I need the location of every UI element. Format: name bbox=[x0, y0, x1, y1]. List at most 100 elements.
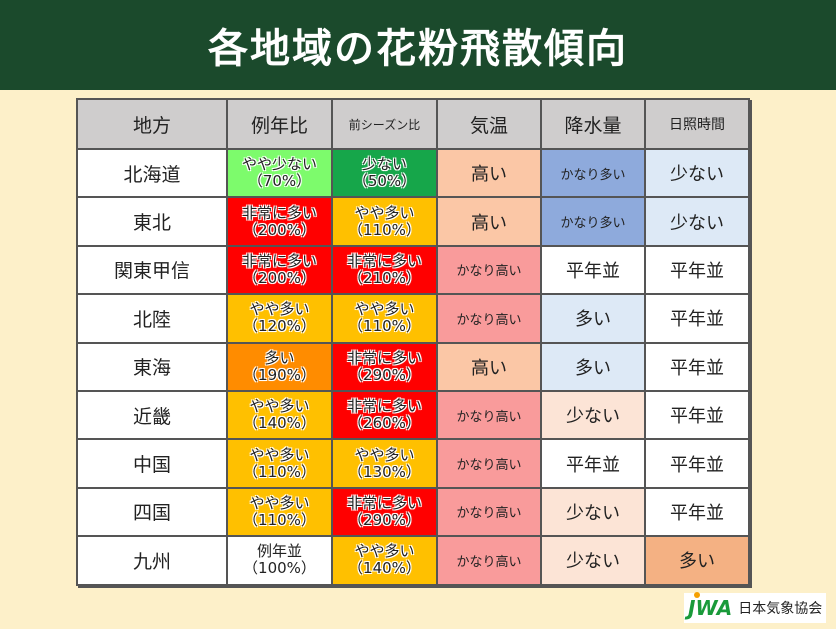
prev-season-cell: 非常に多い （290%） bbox=[331, 341, 438, 392]
pollen-table: 地方 例年比 前シーズン比 気温 降水量 日照時間 北海道 やや少ない （70%）少… bbox=[76, 98, 750, 586]
table-row: 九州 例年並 （100%） やや多い （140%） かなり高い 少ない 多い bbox=[76, 535, 750, 586]
temp-cell: 高い bbox=[436, 341, 542, 392]
sunshine-cell: 平年並 bbox=[644, 293, 750, 344]
table-row: 東北 非常に多い （200%） やや多い （110%） 高い かなり多い 少ない bbox=[76, 196, 750, 247]
prev-season-cell-label: 非常に多い bbox=[346, 493, 422, 512]
prev-season-cell-label: 少ない bbox=[361, 155, 407, 174]
header-region: 地方 bbox=[76, 98, 228, 150]
rain-cell: 平年並 bbox=[540, 438, 646, 489]
prev-season-cell-percent: （210%） bbox=[348, 268, 421, 287]
prev-season-cell: 非常に多い （260%） bbox=[331, 389, 438, 441]
region-name: 東海 bbox=[76, 341, 228, 392]
prev-season-cell: 少ない （50%） bbox=[331, 147, 438, 199]
sunshine-cell: 少ない bbox=[644, 147, 750, 199]
prev-season-cell-label: 非常に多い bbox=[346, 348, 422, 367]
jwa-logo-icon: JWA bbox=[688, 592, 732, 620]
prev-season-cell: 非常に多い （210%） bbox=[331, 244, 438, 296]
yearly-ratio-cell-percent: （190%） bbox=[243, 365, 316, 384]
yearly-ratio-cell: やや多い （140%） bbox=[226, 389, 333, 441]
yearly-ratio-cell-label: 多い bbox=[264, 348, 295, 367]
rain-cell: 平年並 bbox=[540, 244, 646, 296]
sunshine-cell: 少ない bbox=[644, 196, 750, 247]
prev-season-cell: やや多い （110%） bbox=[331, 293, 438, 344]
prev-season-cell-percent: （130%） bbox=[348, 462, 421, 481]
yearly-ratio-cell-label: やや多い bbox=[249, 397, 310, 416]
table-row: 四国 やや多い （110%） 非常に多い （290%） かなり高い 少ない 平年並 bbox=[76, 486, 750, 538]
prev-season-cell-label: 非常に多い bbox=[346, 251, 422, 270]
yearly-ratio-cell: やや多い （110%） bbox=[226, 438, 333, 489]
region-name: 北海道 bbox=[76, 147, 228, 199]
yearly-ratio-cell: 非常に多い （200%） bbox=[226, 244, 333, 296]
rain-cell: 少ない bbox=[540, 486, 646, 538]
region-name: 中国 bbox=[76, 438, 228, 489]
prev-season-cell-label: 非常に多い bbox=[346, 397, 422, 416]
yearly-ratio-cell-label: 非常に多い bbox=[241, 203, 317, 222]
region-name: 東北 bbox=[76, 196, 228, 247]
prev-season-cell-percent: （50%） bbox=[352, 172, 417, 191]
prev-season-cell-percent: （290%） bbox=[348, 365, 421, 384]
rain-cell: かなり多い bbox=[540, 147, 646, 199]
sunshine-cell: 平年並 bbox=[644, 389, 750, 441]
yearly-ratio-cell-percent: （110%） bbox=[243, 462, 316, 481]
header-sunshine: 日照時間 bbox=[644, 98, 750, 150]
yearly-ratio-cell-percent: （70%） bbox=[247, 172, 312, 191]
header-temp: 気温 bbox=[436, 98, 542, 150]
prev-season-cell-label: やや多い bbox=[354, 542, 415, 561]
sunshine-cell: 平年並 bbox=[644, 486, 750, 538]
yearly-ratio-cell-percent: （200%） bbox=[243, 268, 316, 287]
rain-cell: 多い bbox=[540, 293, 646, 344]
region-name: 九州 bbox=[76, 535, 228, 586]
yearly-ratio-cell: やや多い （120%） bbox=[226, 293, 333, 344]
region-name: 近畿 bbox=[76, 389, 228, 441]
prev-season-cell-label: やや多い bbox=[354, 300, 415, 319]
yearly-ratio-cell-label: 例年並 bbox=[256, 542, 302, 561]
sunshine-cell: 多い bbox=[644, 535, 750, 586]
yearly-ratio-cell-label: 非常に多い bbox=[241, 251, 317, 270]
jwa-logo: JWA 日本気象協会 bbox=[684, 592, 826, 623]
prev-season-cell: 非常に多い （290%） bbox=[331, 486, 438, 538]
prev-season-cell-percent: （140%） bbox=[348, 559, 421, 578]
rain-cell: 多い bbox=[540, 341, 646, 392]
yearly-ratio-cell: 多い （190%） bbox=[226, 341, 333, 392]
yearly-ratio-cell-percent: （200%） bbox=[243, 220, 316, 239]
yearly-ratio-cell-label: やや多い bbox=[249, 300, 310, 319]
temp-cell: かなり高い bbox=[436, 244, 542, 296]
table-header-row: 地方 例年比 前シーズン比 気温 降水量 日照時間 bbox=[76, 98, 750, 150]
page-title: 各地域の花粉飛散傾向 bbox=[0, 0, 836, 90]
yearly-ratio-cell-label: やや多い bbox=[249, 493, 310, 512]
prev-season-cell-percent: （110%） bbox=[348, 220, 421, 239]
table-row: 近畿 やや多い （140%） 非常に多い （260%） かなり高い 少ない 平年並 bbox=[76, 389, 750, 441]
rain-cell: 少ない bbox=[540, 389, 646, 441]
rain-cell: かなり多い bbox=[540, 196, 646, 247]
prev-season-cell-percent: （260%） bbox=[348, 414, 421, 433]
temp-cell: かなり高い bbox=[436, 389, 542, 441]
table-row: 中国 やや多い （110%） やや多い （130%） かなり高い 平年並 平年並 bbox=[76, 438, 750, 489]
yearly-ratio-cell-percent: （110%） bbox=[243, 510, 316, 529]
header-rain: 降水量 bbox=[540, 98, 646, 150]
table-row: 北海道 やや少ない （70%） 少ない （50%） 高い かなり多い 少ない bbox=[76, 147, 750, 199]
temp-cell: かなり高い bbox=[436, 535, 542, 586]
sunshine-cell: 平年並 bbox=[644, 438, 750, 489]
region-name: 北陸 bbox=[76, 293, 228, 344]
sunshine-cell: 平年並 bbox=[644, 341, 750, 392]
yearly-ratio-cell-label: やや多い bbox=[249, 445, 310, 464]
prev-season-cell-label: やや多い bbox=[354, 203, 415, 222]
prev-season-cell-percent: （110%） bbox=[348, 317, 421, 336]
table-row: 北陸 やや多い （120%） やや多い （110%） かなり高い 多い 平年並 bbox=[76, 293, 750, 344]
table-row: 関東甲信 非常に多い （200%） 非常に多い （210%） かなり高い 平年並 平年並 bbox=[76, 244, 750, 296]
temp-cell: 高い bbox=[436, 196, 542, 247]
region-name: 四国 bbox=[76, 486, 228, 538]
logo-name: 日本気象協会 bbox=[738, 601, 823, 617]
yearly-ratio-cell: やや多い （110%） bbox=[226, 486, 333, 538]
yearly-ratio-cell-percent: （100%） bbox=[243, 559, 316, 578]
yearly-ratio-cell: 例年並 （100%） bbox=[226, 535, 333, 586]
yearly-ratio-cell-percent: （120%） bbox=[243, 317, 316, 336]
yearly-ratio-cell: やや少ない （70%） bbox=[226, 147, 333, 199]
yearly-ratio-cell-percent: （140%） bbox=[243, 414, 316, 433]
prev-season-cell-percent: （290%） bbox=[348, 510, 421, 529]
prev-season-cell: やや多い （130%） bbox=[331, 438, 438, 489]
sunshine-cell: 平年並 bbox=[644, 244, 750, 296]
temp-cell: 高い bbox=[436, 147, 542, 199]
region-name: 関東甲信 bbox=[76, 244, 228, 296]
table-row: 東海 多い （190%） 非常に多い （290%） 高い 多い 平年並 bbox=[76, 341, 750, 392]
